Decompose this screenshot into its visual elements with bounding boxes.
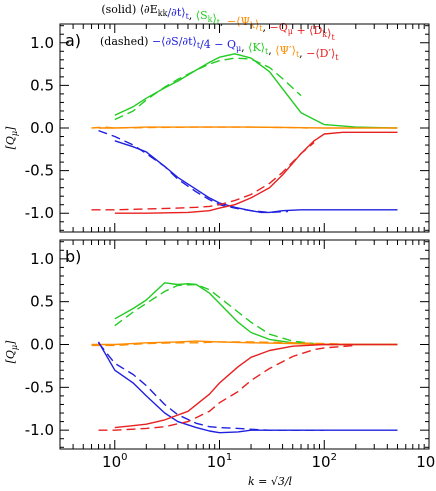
- text-part-6: k: [208, 15, 213, 24]
- panel-a: -1.0-0.50.00.51.0 a) (dashed) −⟨∂S/∂t⟩t/4 …: [25, 23, 430, 233]
- text-part-13: t: [259, 24, 263, 33]
- text-part-11: ,: [299, 47, 306, 60]
- text-part-0: (solid) ⟨∂E: [101, 3, 157, 16]
- x-tick-label: 101: [207, 452, 232, 471]
- text-part-10: −⟨Ψ: [227, 15, 251, 28]
- figure-title: (solid) ⟨∂Ekk/∂t⟩t, ⟨Sk⟩t, −⟨Ψk⟩t, −Qμ +…: [101, 3, 335, 42]
- text-part-7: t: [265, 47, 269, 56]
- panel-label: b): [65, 247, 81, 266]
- y-tick-label: -0.5: [25, 162, 54, 180]
- series-green-solid: [114, 53, 398, 129]
- series-blue-solid: [97, 341, 398, 434]
- panel-label: a): [65, 31, 81, 50]
- text-part-11: k: [250, 21, 255, 30]
- y-axis-label-b: [Qμ]: [4, 340, 19, 364]
- series-blue-dashed: [98, 129, 288, 214]
- text-part-13: t: [335, 53, 339, 62]
- text-part-10: t: [296, 50, 300, 59]
- x-tick-label: 103: [416, 452, 436, 471]
- text-part-4: ,: [189, 9, 196, 22]
- series-orange-dashed: [91, 126, 309, 129]
- series-red-dashed: [98, 344, 356, 431]
- text-part-17: + ⟨D: [293, 24, 323, 37]
- text-part-8: ,: [268, 44, 275, 57]
- text-part-7: ⟩: [212, 12, 216, 25]
- text-part-19: ⟩: [327, 27, 331, 40]
- y-tick-label: 0.0: [30, 119, 54, 137]
- series-orange-dashed: [91, 341, 356, 347]
- text-part-5: ,: [241, 41, 248, 54]
- text-part-14: ,: [263, 21, 270, 34]
- series-orange-solid: [91, 340, 398, 346]
- text-part-2: t: [197, 41, 201, 50]
- text-part-18: k: [322, 30, 327, 39]
- series-blue-solid: [114, 140, 398, 214]
- text-part-2: /∂t⟩: [167, 6, 185, 19]
- x-tick-label: 100: [102, 452, 127, 471]
- text-part-9: ⟨Ψ′⟩: [275, 44, 296, 57]
- text-part-12: −⟨D′⟩: [306, 47, 335, 60]
- y-tick-label: -1.0: [25, 204, 54, 222]
- text-part-9: ,: [220, 15, 227, 28]
- text-part-0: (dashed): [100, 35, 152, 48]
- text-part-1: kk: [158, 9, 168, 18]
- text-part-3: /4 − Q: [200, 38, 236, 51]
- series-blue-dashed: [97, 342, 325, 431]
- text-part-1: −⟨∂S/∂t⟩: [152, 35, 197, 48]
- text-part-5: ⟨S: [196, 9, 208, 22]
- y-axis-label-a: [Qμ]: [4, 126, 19, 150]
- text-part-3: t: [186, 12, 190, 21]
- text-part-6: ⟨K⟩: [248, 41, 265, 54]
- x-tick-label: 102: [312, 452, 337, 471]
- dashed-legend: (dashed) −⟨∂S/∂t⟩t/4 − Qμ, ⟨K⟩t, ⟨Ψ′⟩t, …: [100, 35, 339, 62]
- series-red-solid: [114, 343, 398, 429]
- x-axis-label: k = √3/l: [248, 475, 293, 488]
- panel-b: 100 101 102 103 -1.0 -0.5 0.0 0.5 1.0 b): [25, 239, 436, 471]
- y-tick-label: 1.0: [30, 34, 54, 52]
- text-part-16: μ: [288, 27, 293, 36]
- text-part-15: −Q: [270, 21, 288, 34]
- text-part-20: t: [331, 33, 335, 42]
- series-red-solid: [114, 131, 398, 214]
- series-green-solid: [114, 282, 398, 346]
- series-green-dashed: [114, 283, 315, 345]
- text-part-4: μ: [236, 44, 241, 53]
- y-tick-label: -0.5: [25, 378, 54, 396]
- y-tick-label: 0.5: [30, 293, 54, 311]
- series-red-dashed: [91, 141, 315, 211]
- y-tick-label: 1.0: [30, 250, 54, 268]
- series-green-dashed: [114, 57, 302, 121]
- y-tick-label: 0.5: [30, 76, 54, 94]
- y-tick-label: 0.0: [30, 336, 54, 354]
- text-part-8: t: [217, 18, 221, 27]
- y-tick-label: -1.0: [25, 421, 54, 439]
